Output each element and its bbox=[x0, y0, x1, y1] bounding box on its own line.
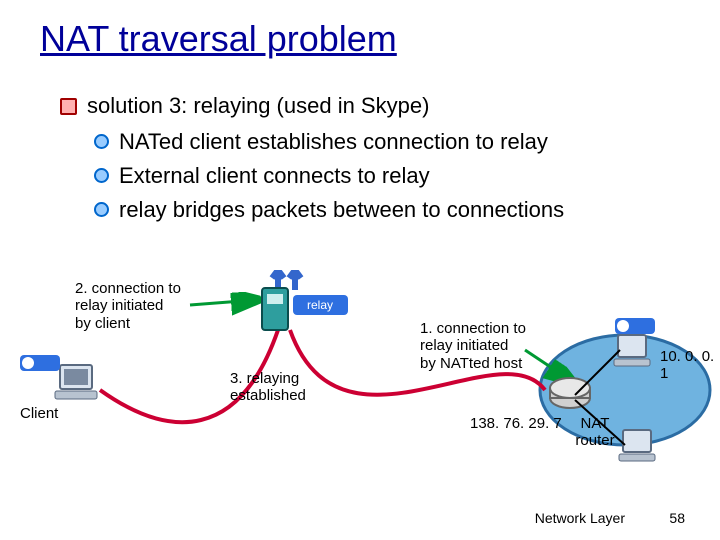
bullet-lvl2b: External client connects to relay bbox=[94, 160, 564, 192]
client-pc-icon bbox=[55, 365, 97, 399]
relay-label-text: relay bbox=[307, 298, 333, 312]
bullet-lvl2a: NATed client establishes connection to r… bbox=[94, 126, 564, 158]
annotation-1: 1. connection torelay initiatedby NATted… bbox=[420, 320, 560, 372]
nat-router-label: NATrouter bbox=[565, 415, 625, 450]
bullet-lvl2b-text: External client connects to relay bbox=[119, 160, 430, 192]
footer-page-number: 58 bbox=[669, 510, 685, 526]
annotation-3: 3. relayingestablished bbox=[230, 370, 350, 405]
bullet-lvl1-text: solution 3: relaying (used in Skype) bbox=[87, 90, 429, 122]
host-ip-label: 10. 0. 0. 1 bbox=[660, 348, 720, 383]
footer-section: Network Layer bbox=[535, 510, 625, 526]
relay-server-icon bbox=[262, 288, 288, 330]
circle-bullet-icon bbox=[94, 134, 109, 149]
square-bullet-icon bbox=[60, 98, 77, 115]
host-skype-icon bbox=[615, 318, 655, 334]
bullet-lvl2c: relay bridges packets between to connect… bbox=[94, 194, 564, 226]
body-text: solution 3: relaying (used in Skype) NAT… bbox=[60, 90, 564, 228]
annotation-2: 2. connection torelay initiatedby client bbox=[75, 280, 205, 332]
bullet-lvl2a-text: NATed client establishes connection to r… bbox=[119, 126, 548, 158]
bullet-lvl1: solution 3: relaying (used in Skype) bbox=[60, 90, 564, 122]
client-skype-icon bbox=[20, 355, 60, 371]
diagram: relay bbox=[0, 270, 720, 520]
client-label: Client bbox=[20, 405, 58, 422]
circle-bullet-icon bbox=[94, 202, 109, 217]
bullet-lvl2c-text: relay bridges packets between to connect… bbox=[119, 194, 564, 226]
circle-bullet-icon bbox=[94, 168, 109, 183]
relay-skype-badge: relay bbox=[293, 295, 348, 315]
nat-ip-label: 138. 76. 29. 7 bbox=[470, 415, 562, 432]
nat-router-icon bbox=[550, 378, 590, 408]
slide-title: NAT traversal problem bbox=[40, 18, 397, 60]
